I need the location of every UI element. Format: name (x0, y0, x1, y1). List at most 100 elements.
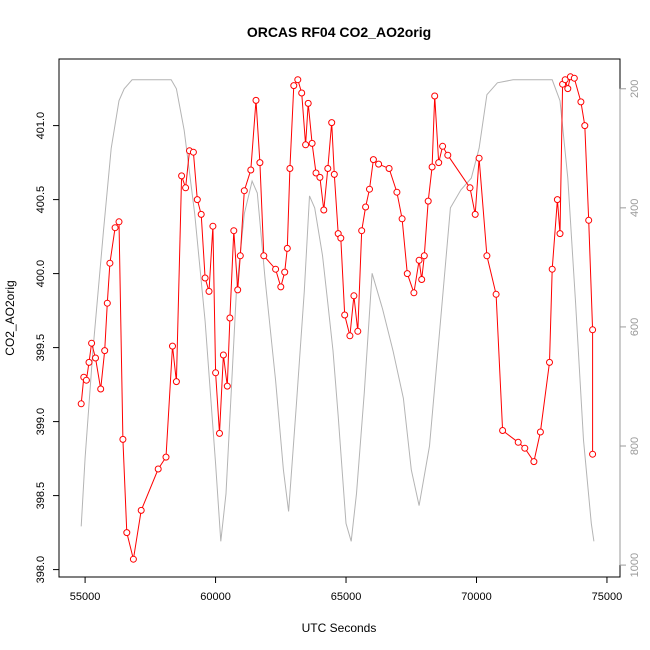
co2-point (123, 529, 131, 537)
co2-point (577, 98, 585, 106)
co2-point (85, 358, 93, 366)
series-layer (77, 73, 597, 563)
co2-point (471, 210, 479, 218)
co2-point (366, 185, 373, 193)
co2-point (88, 339, 96, 347)
right-tick-label: 1000 (629, 553, 641, 577)
co2-point (169, 342, 176, 350)
right-axis: 200 400 600 800 1000 (619, 80, 641, 577)
co2-point (403, 270, 411, 278)
co2-point (272, 265, 280, 273)
y-tick-label: 399.5 (35, 334, 47, 362)
co2-point (92, 354, 99, 362)
co2-point (219, 351, 227, 359)
co2-point (209, 222, 217, 230)
co2-point (393, 188, 401, 196)
co2-point (154, 465, 162, 473)
x-axis: 55000 60000 65000 70000 75000 (70, 576, 623, 603)
co2-point (435, 159, 443, 167)
co2-point (439, 142, 447, 150)
co2-point (115, 218, 123, 226)
co2-point (205, 287, 213, 295)
co2-point (277, 283, 285, 291)
co2-point (354, 327, 362, 335)
co2-point (358, 227, 366, 235)
co2-point (350, 292, 358, 300)
co2-point (223, 382, 231, 390)
co2-point (337, 234, 345, 242)
co2-point (101, 347, 109, 355)
co2-point (375, 160, 383, 168)
co2-point (346, 332, 354, 340)
co2-point (316, 173, 324, 181)
co2-point (420, 252, 428, 260)
co2-point (330, 170, 338, 178)
co2-point (182, 184, 190, 192)
co2-point (193, 196, 201, 204)
co2-point (302, 141, 310, 149)
co2-point (201, 274, 209, 282)
co2-point (561, 76, 569, 84)
co2-point (536, 428, 544, 436)
co2-point (283, 244, 291, 252)
co2-point (521, 444, 529, 452)
altitude-line (80, 79, 595, 542)
y-tick-label: 400.0 (35, 260, 47, 288)
co2-point (556, 230, 564, 238)
co2-point (103, 299, 111, 307)
co2-point (483, 252, 491, 260)
co2-point (129, 555, 137, 563)
co2-point (415, 256, 423, 264)
chart-title: ORCAS RF04 CO2_AO2orig (247, 24, 431, 40)
right-tick-label: 400 (629, 199, 641, 217)
co2-point (570, 74, 578, 82)
co2-point (240, 187, 248, 195)
co2-point (553, 196, 561, 204)
co2-line (80, 76, 594, 560)
y-axis: 398.0 398.5 399.0 399.5 400.0 400.5 401.0 (35, 112, 60, 583)
co2-point (312, 169, 320, 177)
x-tick-label: 65000 (331, 591, 362, 603)
co2-point (324, 165, 332, 172)
co2-point (290, 82, 298, 90)
co2-point (77, 400, 85, 408)
co2-point (106, 259, 114, 267)
co2-point (418, 276, 426, 283)
y-tick-label: 398.5 (35, 482, 47, 510)
co2-point (385, 165, 393, 172)
co2-point (256, 159, 264, 167)
co2-point (499, 427, 507, 434)
co2-point (424, 197, 432, 205)
co2-point (260, 252, 268, 260)
co2-point (216, 429, 223, 437)
x-tick-label: 60000 (200, 591, 231, 603)
x-tick-label: 70000 (461, 591, 492, 603)
co2-point (97, 385, 105, 393)
co2-point (236, 252, 244, 260)
co2-point (281, 268, 289, 276)
x-tick-label: 75000 (592, 591, 623, 603)
co2-point (137, 506, 145, 514)
co2-point (247, 166, 255, 174)
co2-point (230, 227, 238, 235)
co2-point (226, 314, 234, 322)
co2-point (172, 378, 180, 386)
co2-point (362, 203, 370, 211)
co2-point (197, 210, 205, 218)
co2-point (589, 326, 597, 334)
right-tick-label: 800 (629, 437, 641, 455)
co2-point (111, 224, 119, 232)
right-tick-label: 200 (629, 80, 641, 98)
co2-point (252, 96, 260, 104)
plot-frame (58, 58, 621, 578)
co2-point (308, 139, 316, 147)
co2-point (304, 99, 312, 107)
co2-point (341, 311, 349, 319)
co2-point (320, 206, 328, 214)
co2-point (428, 163, 436, 171)
co2-point (119, 435, 127, 443)
right-tick-label: 600 (629, 318, 641, 336)
co2-point (431, 92, 439, 100)
y-tick-label: 399.0 (35, 408, 47, 436)
